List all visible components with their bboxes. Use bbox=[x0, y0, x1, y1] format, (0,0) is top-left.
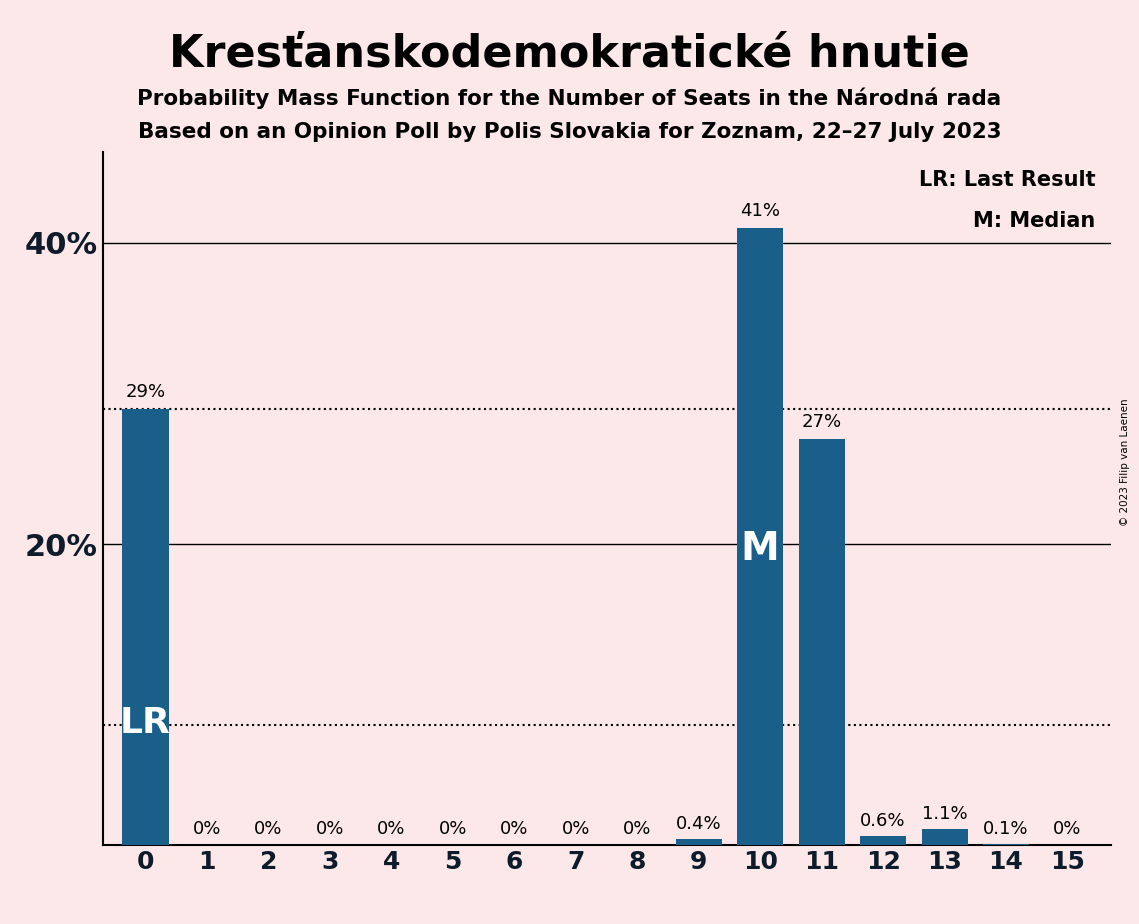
Text: LR: LR bbox=[120, 706, 171, 740]
Text: Based on an Opinion Poll by Polis Slovakia for Zoznam, 22–27 July 2023: Based on an Opinion Poll by Polis Slovak… bbox=[138, 122, 1001, 142]
Text: 0%: 0% bbox=[500, 820, 528, 838]
Text: 0%: 0% bbox=[562, 820, 590, 838]
Bar bbox=[921, 829, 968, 845]
Bar bbox=[675, 839, 722, 845]
Text: 41%: 41% bbox=[740, 202, 780, 220]
Bar bbox=[860, 836, 907, 845]
Text: 27%: 27% bbox=[802, 413, 842, 432]
Bar bbox=[123, 408, 169, 845]
Text: Kresťanskodemokratické hnutie: Kresťanskodemokratické hnutie bbox=[169, 32, 970, 76]
Text: 0%: 0% bbox=[1054, 820, 1082, 838]
Text: LR: Last Result: LR: Last Result bbox=[919, 170, 1096, 189]
Text: 0.4%: 0.4% bbox=[675, 815, 721, 833]
Text: 0%: 0% bbox=[377, 820, 405, 838]
Bar bbox=[737, 228, 784, 845]
Text: 0%: 0% bbox=[192, 820, 221, 838]
Text: 1.1%: 1.1% bbox=[921, 805, 967, 823]
Bar bbox=[798, 439, 845, 845]
Text: 0%: 0% bbox=[623, 820, 652, 838]
Text: 0%: 0% bbox=[439, 820, 467, 838]
Text: M: Median: M: Median bbox=[973, 212, 1096, 231]
Text: 0%: 0% bbox=[316, 820, 344, 838]
Text: M: M bbox=[740, 530, 779, 568]
Text: © 2023 Filip van Laenen: © 2023 Filip van Laenen bbox=[1120, 398, 1130, 526]
Text: 0.1%: 0.1% bbox=[983, 820, 1029, 838]
Bar bbox=[983, 844, 1029, 845]
Text: 0%: 0% bbox=[254, 820, 282, 838]
Text: 29%: 29% bbox=[125, 383, 165, 401]
Text: 0.6%: 0.6% bbox=[860, 812, 906, 831]
Text: Probability Mass Function for the Number of Seats in the Národná rada: Probability Mass Function for the Number… bbox=[138, 88, 1001, 109]
